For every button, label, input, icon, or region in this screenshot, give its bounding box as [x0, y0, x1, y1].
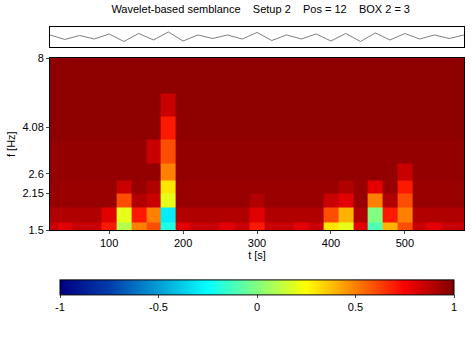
- svg-text:500: 500: [396, 237, 414, 249]
- svg-text:0.5: 0.5: [348, 301, 363, 313]
- svg-text:100: 100: [100, 237, 118, 249]
- svg-text:300: 300: [248, 237, 266, 249]
- svg-text:2.15: 2.15: [22, 187, 43, 199]
- svg-text:t [s]: t [s]: [248, 249, 266, 261]
- svg-text:-1: -1: [55, 301, 65, 313]
- svg-text:8: 8: [38, 52, 44, 64]
- svg-text:-0.5: -0.5: [149, 301, 168, 313]
- svg-text:4.08: 4.08: [22, 121, 43, 133]
- svg-text:400: 400: [322, 237, 340, 249]
- svg-text:1.5: 1.5: [29, 224, 44, 236]
- svg-text:0: 0: [254, 301, 260, 313]
- svg-text:f [Hz]: f [Hz]: [5, 131, 17, 157]
- svg-text:Wavelet-based semblance Set: Wavelet-based semblance Setup 2 Pos = 12…: [111, 3, 410, 15]
- svg-text:2.6: 2.6: [29, 168, 44, 180]
- svg-text:200: 200: [174, 237, 192, 249]
- svg-text:1: 1: [451, 301, 457, 313]
